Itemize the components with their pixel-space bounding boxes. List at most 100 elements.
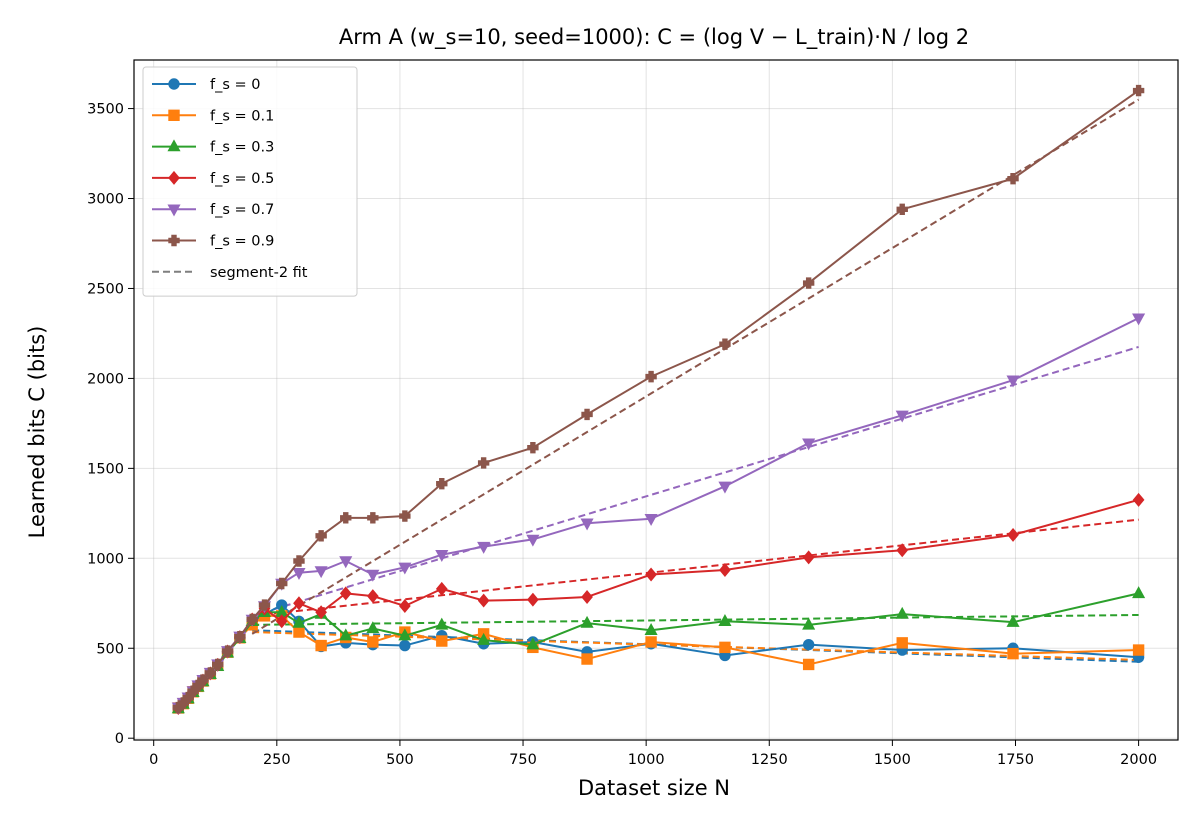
y-tick-label: 1500 bbox=[87, 461, 124, 477]
legend-label: f_s = 0.1 bbox=[210, 108, 274, 124]
legend-marker bbox=[168, 78, 180, 90]
data-point bbox=[1006, 375, 1020, 388]
x-tick-label: 1750 bbox=[997, 752, 1034, 768]
chart-title: Arm A (w_s=10, seed=1000): C = (log V − … bbox=[339, 25, 969, 50]
data-point bbox=[896, 203, 908, 216]
data-point bbox=[895, 410, 909, 423]
x-tick-label: 500 bbox=[386, 752, 414, 768]
legend-item: f_s = 0.3 bbox=[152, 139, 274, 156]
x-tick-label: 2000 bbox=[1120, 752, 1157, 768]
data-point bbox=[580, 518, 594, 531]
data-point bbox=[367, 512, 379, 524]
data-point bbox=[526, 637, 540, 650]
data-point bbox=[204, 667, 217, 679]
legend-marker bbox=[168, 109, 180, 121]
data-point bbox=[719, 338, 731, 350]
data-point bbox=[366, 589, 379, 604]
data-point bbox=[275, 614, 288, 629]
data-point bbox=[1006, 614, 1020, 627]
data-point bbox=[1132, 84, 1145, 97]
legend-label: f_s = 0.5 bbox=[210, 171, 274, 187]
data-point bbox=[293, 555, 305, 567]
legend-marker bbox=[167, 139, 181, 152]
plot-frame bbox=[133, 59, 1179, 741]
fit-line-series-4 bbox=[251, 345, 1139, 617]
legend-label: f_s = 0.9 bbox=[210, 234, 274, 250]
series-layer bbox=[171, 84, 1146, 715]
data-point bbox=[212, 658, 224, 671]
data-point bbox=[1007, 527, 1019, 542]
x-tick-label: 250 bbox=[263, 752, 291, 768]
data-point bbox=[644, 623, 658, 635]
legend-label: f_s = 0.7 bbox=[210, 202, 274, 218]
data-point bbox=[436, 477, 448, 490]
data-point bbox=[526, 534, 540, 547]
data-point bbox=[802, 550, 815, 565]
data-point bbox=[1132, 492, 1145, 507]
data-point bbox=[645, 567, 657, 582]
data-point bbox=[399, 510, 411, 522]
data-point bbox=[802, 658, 815, 671]
data-point bbox=[315, 605, 327, 620]
legend-box bbox=[142, 66, 358, 297]
data-point bbox=[398, 628, 412, 641]
data-point bbox=[719, 563, 731, 577]
data-point bbox=[718, 614, 732, 626]
data-point bbox=[718, 481, 732, 494]
data-point bbox=[802, 277, 815, 289]
data-point bbox=[182, 691, 194, 704]
data-point bbox=[192, 679, 204, 692]
data-point bbox=[1007, 647, 1019, 660]
data-point bbox=[366, 621, 380, 634]
data-point bbox=[896, 637, 908, 649]
legend-label: segment-2 fit bbox=[210, 265, 308, 281]
y-tick-label: 500 bbox=[96, 641, 124, 657]
data-point bbox=[187, 685, 199, 697]
data-point bbox=[581, 653, 593, 665]
legend-marker bbox=[167, 204, 181, 217]
data-point bbox=[366, 569, 380, 582]
data-point bbox=[398, 599, 411, 613]
x-tick-label: 1250 bbox=[751, 752, 788, 768]
data-point bbox=[367, 636, 379, 648]
y-tick-label: 2500 bbox=[87, 281, 124, 297]
data-point bbox=[1007, 173, 1019, 185]
legend-label: f_s = 0.3 bbox=[210, 140, 274, 156]
data-point bbox=[339, 556, 353, 569]
data-point bbox=[477, 457, 490, 469]
data-point bbox=[292, 567, 306, 580]
legend-item: f_s = 0.9 bbox=[152, 234, 274, 250]
fit-line-series-2 bbox=[252, 613, 1139, 626]
x-tick-label: 0 bbox=[149, 752, 158, 768]
data-point bbox=[339, 628, 353, 641]
legend-item: f_s = 0.1 bbox=[152, 108, 274, 124]
data-point bbox=[258, 599, 271, 611]
y-tick-label: 3000 bbox=[87, 192, 124, 208]
data-point bbox=[276, 577, 288, 590]
y-axis-label: Learned bits C (bits) bbox=[25, 326, 49, 539]
y-tick-label: 3500 bbox=[87, 102, 124, 118]
x-tick-label: 1000 bbox=[628, 752, 665, 768]
data-point bbox=[644, 514, 658, 526]
data-point bbox=[246, 613, 258, 626]
fit-line-series-5 bbox=[251, 98, 1140, 635]
data-point bbox=[477, 632, 491, 645]
data-point bbox=[293, 596, 305, 611]
data-point bbox=[802, 638, 815, 651]
data-point bbox=[1132, 644, 1145, 656]
data-point bbox=[645, 636, 657, 648]
x-tick-label: 1500 bbox=[874, 752, 911, 768]
data-point bbox=[527, 592, 539, 607]
y-tick-label: 1000 bbox=[87, 551, 124, 567]
x-tick-label: 750 bbox=[509, 752, 537, 768]
data-point bbox=[340, 512, 352, 524]
data-point bbox=[315, 639, 327, 652]
data-point bbox=[435, 581, 448, 596]
legend-item: f_s = 0.5 bbox=[152, 171, 274, 187]
data-point bbox=[221, 645, 234, 657]
data-point bbox=[435, 550, 449, 562]
data-point bbox=[477, 541, 491, 554]
legend-item-fit: segment-2 fit bbox=[152, 265, 308, 281]
data-point bbox=[1132, 313, 1146, 326]
